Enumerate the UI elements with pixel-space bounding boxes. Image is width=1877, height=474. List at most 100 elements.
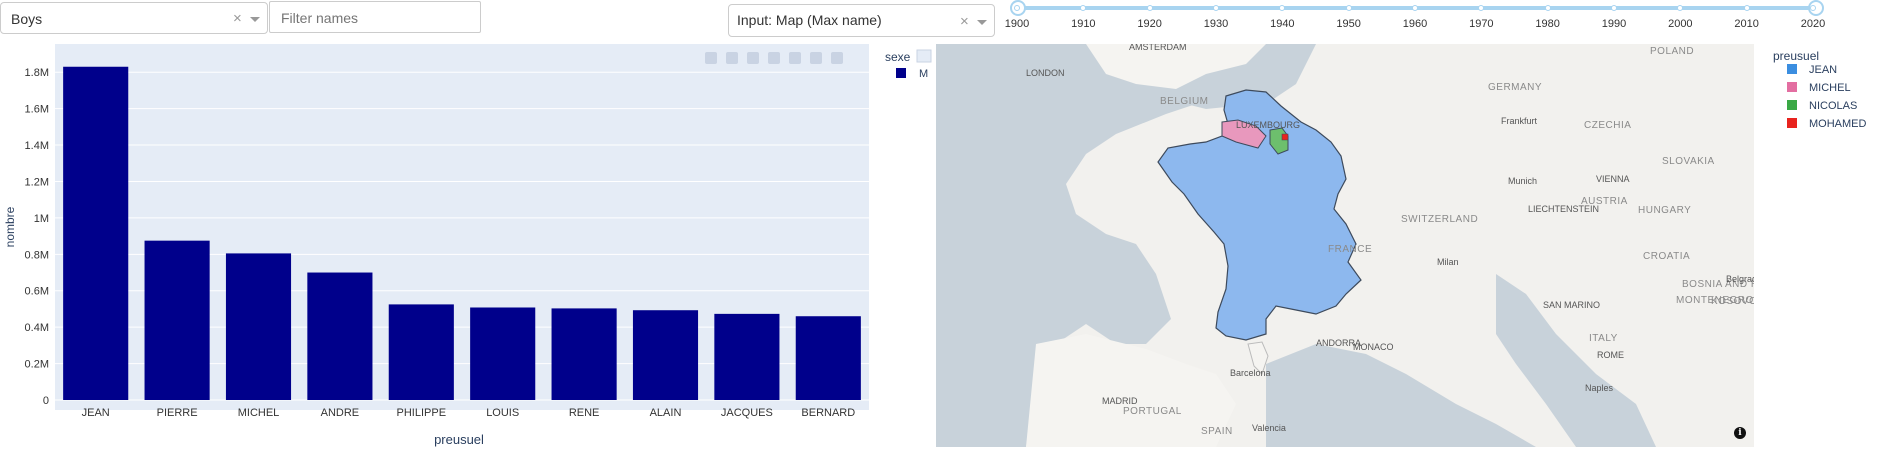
y-tick-label: 1.6M xyxy=(25,104,49,116)
map-label: CROATIA xyxy=(1643,251,1690,262)
map-label: POLAND xyxy=(1650,46,1694,57)
map-label: GERMANY xyxy=(1488,82,1542,93)
bar-michel[interactable] xyxy=(225,253,292,400)
legend-toggle-icon[interactable] xyxy=(916,49,932,63)
slider-mark-label[interactable]: 1900 xyxy=(1004,18,1030,30)
x-tick-label: PIERRE xyxy=(157,407,198,419)
slider-mark-label[interactable]: 2000 xyxy=(1668,18,1693,30)
slider-mark-label[interactable]: 1910 xyxy=(1071,18,1096,30)
reset-axes-icon[interactable] xyxy=(831,52,843,64)
slider-mark-dot[interactable] xyxy=(1544,5,1551,11)
gender-dropdown[interactable]: Boys × xyxy=(0,2,268,34)
map-legend-item-michel[interactable]: MICHEL xyxy=(1787,82,1851,94)
slider-mark-dot[interactable] xyxy=(1677,5,1684,11)
mohamed-region[interactable] xyxy=(1281,133,1289,141)
mode-dropdown-value: Input: Map (Max name) xyxy=(737,12,882,28)
bar-bernard[interactable] xyxy=(795,316,861,400)
map-label: FRANCE xyxy=(1328,244,1372,255)
map-label: AMSTERDAM xyxy=(1129,44,1187,52)
filter-names-input[interactable] xyxy=(279,9,463,27)
slider-mark-dot[interactable] xyxy=(1279,5,1286,11)
map-label: MONTENEGRO xyxy=(1676,295,1754,306)
map-label: VIENNA xyxy=(1596,174,1630,184)
map-legend-svg: preusuel JEAN MICHEL NICOLAS MOHAMED xyxy=(1773,49,1867,130)
modebar[interactable] xyxy=(696,51,843,69)
choropleth-map[interactable]: AMSTERDAM LONDON BELGIUM GERMANY POLAND LUXEM… xyxy=(936,44,1754,447)
corsica-land xyxy=(1247,341,1269,375)
bar-chart-svg: JEAN PIERRE MICHEL ANDRE PHILIPPE LOUIS RENE AL… xyxy=(3,44,932,447)
year-range-slider[interactable]: 1900 1910 1920 1930 1940 1950 1960 1970 1980 1990… xyxy=(1005,0,1835,34)
legend-label: MOHAMED xyxy=(1809,118,1867,130)
map-label: Frankfurt xyxy=(1501,116,1538,126)
map-label: LIECHTENSTEIN xyxy=(1528,204,1599,214)
filter-names-field[interactable] xyxy=(269,1,481,33)
slider-mark-label[interactable]: 2020 xyxy=(1800,18,1826,30)
bar-rene[interactable] xyxy=(551,308,617,400)
slider-mark-label[interactable]: 1920 xyxy=(1137,18,1162,30)
france-region[interactable] xyxy=(1157,89,1362,341)
clear-icon[interactable]: × xyxy=(960,13,969,30)
zoom-in-icon[interactable] xyxy=(810,52,822,64)
slider-mark-label[interactable]: 1950 xyxy=(1336,18,1361,30)
slider-mark-dot[interactable] xyxy=(1412,5,1418,11)
pan-icon[interactable] xyxy=(747,52,759,64)
map-label: ITALY xyxy=(1589,333,1618,344)
slider-mark-label[interactable]: 2010 xyxy=(1734,18,1759,30)
slider-mark-dot[interactable] xyxy=(1146,5,1153,11)
bar-chart: JEAN PIERRE MICHEL ANDRE PHILIPPE LOUIS RENE AL… xyxy=(0,44,935,469)
slider-mark-label[interactable]: 1960 xyxy=(1402,18,1428,30)
uk-land xyxy=(1086,44,1266,89)
slider-mark-dot[interactable] xyxy=(1743,5,1750,11)
map-label: AUSTRIA xyxy=(1581,196,1628,207)
chevron-down-icon[interactable] xyxy=(250,17,260,22)
slider-mark-label[interactable]: 1940 xyxy=(1270,18,1295,30)
slider-mark-dot[interactable] xyxy=(1014,5,1020,11)
y-tick-label: 0.2M xyxy=(25,359,49,371)
slider-mark-label[interactable]: 1930 xyxy=(1203,18,1229,30)
slider-handle-end[interactable] xyxy=(1808,0,1824,16)
map-legend-item-mohamed[interactable]: MOHAMED xyxy=(1787,118,1867,130)
clear-icon[interactable]: × xyxy=(233,10,242,27)
slider-mark-dot[interactable] xyxy=(1080,5,1087,11)
slider-mark-dot[interactable] xyxy=(1213,5,1219,11)
info-icon[interactable]: i xyxy=(1734,427,1746,439)
bar-philippe[interactable] xyxy=(388,304,454,400)
map-label: SPAIN xyxy=(1201,426,1233,437)
legend-item-m[interactable]: M xyxy=(896,68,928,80)
slider-mark-dot[interactable] xyxy=(1611,5,1617,11)
chevron-down-icon[interactable] xyxy=(977,20,987,25)
y-tick-label: 1M xyxy=(34,213,49,225)
slider-mark-label[interactable]: 1980 xyxy=(1535,18,1560,30)
y-tick-label: 0 xyxy=(43,395,49,407)
map-label: Milan xyxy=(1437,257,1459,267)
x-axis-title: preusuel xyxy=(434,432,484,447)
bar-louis[interactable] xyxy=(470,307,536,400)
slider-mark-label[interactable]: 1970 xyxy=(1469,18,1494,30)
y-axis-title: nombre xyxy=(3,206,17,247)
bar-alain[interactable] xyxy=(632,310,699,400)
bar-jacques[interactable] xyxy=(714,313,780,400)
bar-andre[interactable] xyxy=(307,272,373,400)
map-legend-item-jean[interactable]: JEAN xyxy=(1787,64,1837,76)
michel-region[interactable] xyxy=(1221,119,1267,149)
legend-swatch xyxy=(1787,82,1797,92)
camera-icon[interactable] xyxy=(705,52,717,64)
legend-swatch xyxy=(896,68,906,78)
map-label: PORTUGAL xyxy=(1123,406,1182,417)
map-label: BELGIUM xyxy=(1160,96,1209,107)
bar-pierre[interactable] xyxy=(144,240,210,400)
slider-mark-dot[interactable] xyxy=(1345,5,1352,11)
x-tick-label: LOUIS xyxy=(486,407,519,419)
map-label: Valencia xyxy=(1252,423,1286,433)
slider-mark-dot[interactable] xyxy=(1810,5,1816,11)
slider-mark-dot[interactable] xyxy=(1478,5,1485,11)
slider-mark-label[interactable]: 1990 xyxy=(1601,18,1627,30)
zoom-icon[interactable] xyxy=(726,52,738,64)
box-select-icon[interactable] xyxy=(768,52,780,64)
bar-jean[interactable] xyxy=(63,66,129,400)
map-legend-item-nicolas[interactable]: NICOLAS xyxy=(1787,100,1857,112)
mode-dropdown[interactable]: Input: Map (Max name) × xyxy=(728,4,995,37)
lasso-icon[interactable] xyxy=(789,52,801,64)
map-svg[interactable]: AMSTERDAM LONDON BELGIUM GERMANY POLAND LUXEM… xyxy=(936,44,1754,447)
x-tick-label: BERNARD xyxy=(801,407,855,419)
